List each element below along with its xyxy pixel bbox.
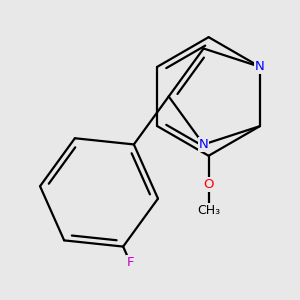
Text: O: O [203,178,214,191]
Text: N: N [199,138,208,151]
Text: CH₃: CH₃ [197,204,220,218]
Text: F: F [127,256,134,269]
Text: N: N [255,60,265,73]
